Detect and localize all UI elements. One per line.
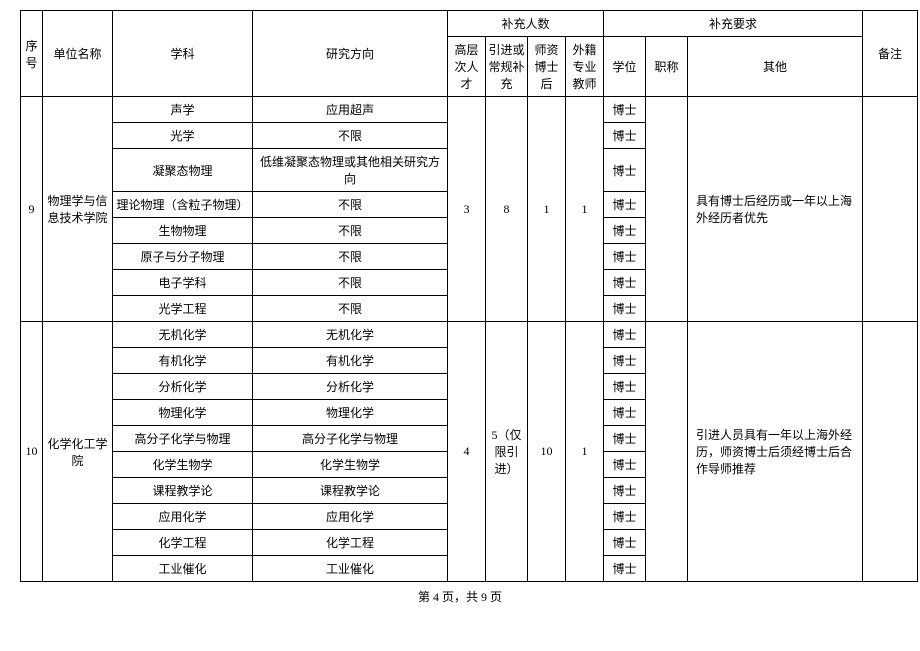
table-body: 9物理学与信息技术学院声学应用超声3811博士具有博士后经历或一年以上海外经历者… [21,97,918,582]
recruitment-table: 序号 单位名称 学科 研究方向 补充人数 补充要求 备注 高层次人才 引进或常规… [20,10,918,582]
cell-subject: 生物物理 [113,218,253,244]
cell-subject: 声学 [113,97,253,123]
header-title: 职称 [646,37,688,97]
cell-subject: 原子与分子物理 [113,244,253,270]
cell-degree: 博士 [604,322,646,348]
cell-degree: 博士 [604,452,646,478]
cell-subject: 课程教学论 [113,478,253,504]
cell-subject: 光学 [113,123,253,149]
cell-direction: 分析化学 [253,374,448,400]
header-foreign: 外籍专业教师 [566,37,604,97]
cell-remark [863,97,918,322]
cell-direction: 无机化学 [253,322,448,348]
cell-degree: 博士 [604,296,646,322]
header-intro-regular: 引进或常规补充 [486,37,528,97]
header-seq: 序号 [21,11,43,97]
header-count-group: 补充人数 [448,11,604,37]
header-subject: 学科 [113,11,253,97]
cell-remark [863,322,918,582]
cell-degree: 博士 [604,149,646,192]
header-req-group: 补充要求 [604,11,863,37]
cell-subject: 化学工程 [113,530,253,556]
cell-title [646,97,688,322]
cell-direction: 应用化学 [253,504,448,530]
cell-degree: 博士 [604,530,646,556]
cell-direction: 应用超声 [253,97,448,123]
cell-direction: 工业催化 [253,556,448,582]
cell-unit: 物理学与信息技术学院 [43,97,113,322]
cell-seq: 10 [21,322,43,582]
cell-direction: 物理化学 [253,400,448,426]
cell-postdoc: 10 [528,322,566,582]
cell-direction: 化学工程 [253,530,448,556]
cell-direction: 不限 [253,296,448,322]
header-other: 其他 [688,37,863,97]
cell-intro-regular: 5（仅限引进） [486,322,528,582]
cell-direction: 不限 [253,218,448,244]
cell-degree: 博士 [604,244,646,270]
cell-high-level: 3 [448,97,486,322]
header-high-level: 高层次人才 [448,37,486,97]
cell-unit: 化学化工学院 [43,322,113,582]
cell-subject: 有机化学 [113,348,253,374]
header-degree: 学位 [604,37,646,97]
cell-intro-regular: 8 [486,97,528,322]
cell-degree: 博士 [604,123,646,149]
cell-degree: 博士 [604,97,646,123]
cell-high-level: 4 [448,322,486,582]
cell-other: 引进人员具有一年以上海外经历，师资博士后须经博士后合作导师推荐 [688,322,863,582]
header-unit: 单位名称 [43,11,113,97]
cell-direction: 有机化学 [253,348,448,374]
cell-foreign: 1 [566,322,604,582]
cell-subject: 应用化学 [113,504,253,530]
header-direction: 研究方向 [253,11,448,97]
page-footer: 第 4 页，共 9 页 [20,588,900,605]
cell-subject: 凝聚态物理 [113,149,253,192]
cell-subject: 光学工程 [113,296,253,322]
cell-degree: 博士 [604,426,646,452]
cell-degree: 博士 [604,556,646,582]
cell-seq: 9 [21,97,43,322]
header-postdoc: 师资博士后 [528,37,566,97]
cell-other: 具有博士后经历或一年以上海外经历者优先 [688,97,863,322]
cell-direction: 不限 [253,192,448,218]
cell-direction: 课程教学论 [253,478,448,504]
table-header: 序号 单位名称 学科 研究方向 补充人数 补充要求 备注 高层次人才 引进或常规… [21,11,918,97]
cell-subject: 无机化学 [113,322,253,348]
cell-degree: 博士 [604,218,646,244]
table-row: 9物理学与信息技术学院声学应用超声3811博士具有博士后经历或一年以上海外经历者… [21,97,918,123]
cell-direction: 化学生物学 [253,452,448,478]
cell-direction: 低维凝聚态物理或其他相关研究方向 [253,149,448,192]
cell-subject: 电子学科 [113,270,253,296]
cell-direction: 不限 [253,123,448,149]
cell-degree: 博士 [604,348,646,374]
cell-degree: 博士 [604,192,646,218]
cell-subject: 物理化学 [113,400,253,426]
cell-subject: 理论物理（含粒子物理） [113,192,253,218]
cell-direction: 不限 [253,244,448,270]
cell-title [646,322,688,582]
cell-direction: 高分子化学与物理 [253,426,448,452]
cell-degree: 博士 [604,400,646,426]
cell-subject: 工业催化 [113,556,253,582]
cell-direction: 不限 [253,270,448,296]
cell-degree: 博士 [604,374,646,400]
cell-degree: 博士 [604,478,646,504]
cell-degree: 博士 [604,504,646,530]
cell-subject: 分析化学 [113,374,253,400]
table-row: 10化学化工学院无机化学无机化学45（仅限引进）101博士引进人员具有一年以上海… [21,322,918,348]
cell-subject: 化学生物学 [113,452,253,478]
cell-subject: 高分子化学与物理 [113,426,253,452]
cell-foreign: 1 [566,97,604,322]
cell-postdoc: 1 [528,97,566,322]
cell-degree: 博士 [604,270,646,296]
header-remark: 备注 [863,11,918,97]
